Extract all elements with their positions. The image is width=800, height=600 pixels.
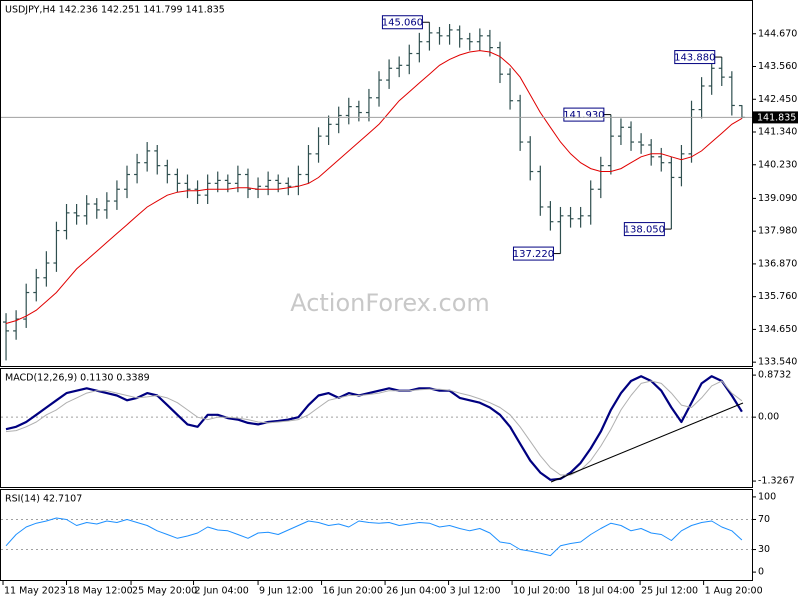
- indicator-line: [5, 380, 743, 476]
- x-tick-label: 18 May 12:00: [68, 586, 133, 597]
- plot-layer: 144.670 143.560 142.450 141.340 140.230 139.0…: [1, 5, 798, 597]
- x-tick-label: 10 Jul 20:00: [513, 586, 570, 597]
- y-tick-label: 137.980: [758, 226, 797, 237]
- y-tick-label: 70: [758, 514, 770, 525]
- y-tick-label: -1.3267: [758, 476, 795, 487]
- macd-panel: [0, 368, 753, 488]
- panel-title: USDJPY,H4 142.236 142.251 141.799 141.83…: [5, 5, 225, 16]
- annotation-box: [512, 246, 554, 261]
- y-tick-label: 140.230: [758, 159, 797, 170]
- y-tick-label: 134.650: [758, 324, 797, 335]
- indicator-line: [5, 517, 743, 557]
- x-tick-label: 11 May 2023: [4, 586, 66, 597]
- x-tick-label: 25 May 20:00: [132, 586, 197, 597]
- y-tick-label: 144.670: [758, 28, 797, 39]
- y-tick-label: 0.8732: [758, 370, 791, 381]
- y-tick-label: 0: [758, 567, 764, 578]
- x-tick-label: 26 Jun 04:00: [386, 586, 446, 597]
- y-tick-label: 0.00: [758, 412, 779, 423]
- annotation-box: [381, 15, 423, 30]
- watermark: ActionForex.com: [290, 289, 490, 317]
- y-tick-label: 135.760: [758, 291, 797, 302]
- x-tick-label: 1 Aug 20:00: [705, 586, 763, 597]
- y-tick-label: 30: [758, 544, 770, 555]
- annotation-label: 141.930: [563, 110, 604, 121]
- y-tick-label: 100: [758, 491, 776, 502]
- annotation-label: 137.220: [513, 249, 554, 260]
- annotation-box: [623, 222, 665, 237]
- current-price-box: [753, 111, 798, 124]
- indicator-line: [5, 375, 743, 481]
- panel-title: RSI(14) 42.7107: [5, 494, 82, 505]
- x-tick-label: 18 Jul 04:00: [578, 586, 635, 597]
- annotation-box: [674, 50, 716, 65]
- moving-average: [5, 50, 743, 324]
- price-panel: [0, 0, 753, 367]
- x-tick-label: 3 Jul 12:00: [450, 586, 501, 597]
- y-tick-label: 133.540: [758, 357, 797, 368]
- x-tick-label: 25 Jul 12:00: [641, 586, 698, 597]
- x-tick-label: 2 Jun 04:00: [195, 586, 249, 597]
- trend-line: [550, 402, 744, 483]
- x-tick-label: 16 Jun 20:00: [323, 586, 383, 597]
- annotation-label: 143.880: [674, 53, 715, 64]
- rsi-panel: [0, 489, 753, 581]
- y-tick-label: 141.340: [758, 127, 797, 138]
- y-tick-label: 143.560: [758, 61, 797, 72]
- y-tick-label: 139.090: [758, 193, 797, 204]
- y-tick-label: 142.450: [758, 94, 797, 105]
- current-price-label: 141.835: [757, 112, 796, 123]
- x-tick-label: 9 Jun 12:00: [259, 586, 313, 597]
- annotation-label: 145.060: [382, 18, 423, 29]
- y-tick-label: 136.870: [758, 258, 797, 269]
- annotation-label: 138.050: [624, 225, 665, 236]
- panel-title: MACD(12,26,9) 0.1130 0.3389: [5, 373, 150, 384]
